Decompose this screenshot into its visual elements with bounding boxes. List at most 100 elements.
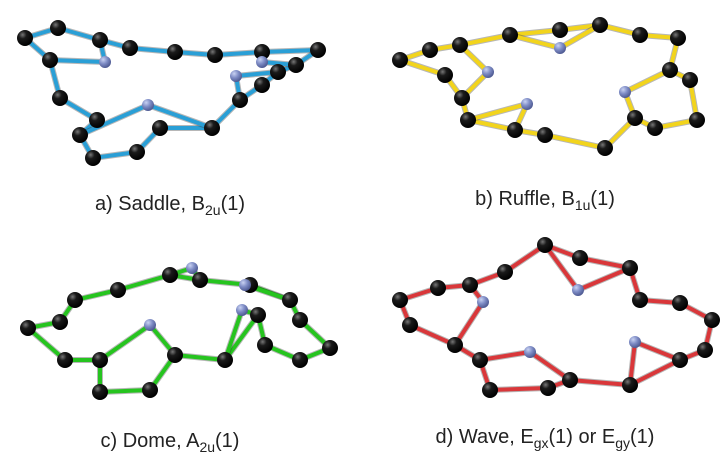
carbon-atom [152, 120, 168, 136]
carbon-atom [627, 110, 643, 126]
nitrogen-atom [230, 70, 242, 82]
carbon-atom [50, 20, 66, 36]
carbon-atom [232, 92, 248, 108]
caption-subscript: gy [615, 435, 630, 451]
carbon-atom [670, 30, 686, 46]
carbon-atom [704, 312, 720, 328]
figure: a) Saddle, B2u(1)b) Ruffle, B1u(1)c) Dom… [0, 0, 725, 457]
carbon-atom [562, 372, 578, 388]
captions: a) Saddle, B2u(1)b) Ruffle, B1u(1)c) Dom… [95, 188, 655, 455]
carbon-atom [430, 280, 446, 296]
bond [490, 388, 548, 390]
caption-text: d) Wave, E [436, 426, 534, 448]
caption-subscript: 2u [205, 202, 221, 218]
carbon-atom [540, 380, 556, 396]
carbon-atom [597, 140, 613, 156]
carbon-atom [632, 292, 648, 308]
carbon-atom [689, 112, 705, 128]
carbon-atom [162, 267, 178, 283]
caption: a) Saddle, B2u(1) [95, 193, 245, 218]
carbon-atom [257, 337, 273, 353]
carbon-atom [92, 384, 108, 400]
bond [262, 50, 318, 52]
bond [578, 268, 630, 290]
carbon-atom [270, 64, 286, 80]
bond [545, 135, 605, 148]
carbon-atom [52, 90, 68, 106]
caption-text: a) Saddle, B [95, 193, 205, 215]
carbon-atom [85, 150, 101, 166]
carbon-atom [110, 282, 126, 298]
bond [118, 275, 170, 290]
caption-text: (1) or E [549, 426, 616, 448]
caption-text: c) Dome, A [101, 430, 201, 452]
carbon-atom [57, 352, 73, 368]
carbon-atom [310, 42, 326, 58]
carbon-atom [72, 127, 88, 143]
nitrogen-atom [482, 66, 494, 78]
carbon-atom [592, 17, 608, 33]
carbon-atom [460, 112, 476, 128]
carbon-atom [507, 122, 523, 138]
carbon-atom [292, 352, 308, 368]
caption-subscript: gx [534, 435, 549, 451]
nitrogen-atom [521, 98, 533, 110]
carbon-atom [472, 352, 488, 368]
carbon-atom [482, 382, 498, 398]
carbon-atom [17, 30, 33, 46]
caption: d) Wave, Egx(1) or Egy(1) [436, 426, 655, 451]
carbon-atom [497, 264, 513, 280]
carbon-atom [662, 62, 678, 78]
carbon-atom [42, 52, 58, 68]
carbon-atom [454, 90, 470, 106]
carbon-atom [422, 42, 438, 58]
carbon-atom [92, 352, 108, 368]
caption-subscript: 1u [575, 197, 591, 213]
carbon-atom [20, 320, 36, 336]
carbon-atom [392, 292, 408, 308]
carbon-atom [622, 260, 638, 276]
bond [630, 360, 680, 385]
nitrogen-atom [524, 346, 536, 358]
carbon-atom [129, 144, 145, 160]
nitrogen-atom [142, 99, 154, 111]
carbon-atom [697, 342, 713, 358]
carbon-atom [437, 67, 453, 83]
caption: b) Ruffle, B1u(1) [475, 188, 615, 213]
carbon-atom [552, 22, 568, 38]
nitrogen-atom [144, 319, 156, 331]
carbon-atom [288, 57, 304, 73]
carbon-atom [204, 120, 220, 136]
nitrogen-atom [477, 296, 489, 308]
caption-text: (1) [221, 193, 245, 215]
carbon-atom [282, 292, 298, 308]
carbon-atom [52, 314, 68, 330]
nitrogen-atom [256, 56, 268, 68]
carbon-atom [89, 112, 105, 128]
bond [50, 60, 105, 62]
nitrogen-atom [236, 304, 248, 316]
carbon-atom [142, 382, 158, 398]
carbon-atom [402, 317, 418, 333]
caption-subscript: 2u [199, 439, 215, 455]
carbon-atom [682, 72, 698, 88]
carbon-atom [254, 77, 270, 93]
carbon-atom [672, 352, 688, 368]
caption-text: (1) [630, 426, 654, 448]
nitrogen-atom [186, 262, 198, 274]
nitrogen-atom [572, 284, 584, 296]
nitrogen-atom [99, 56, 111, 68]
caption-text: b) Ruffle, B [475, 188, 575, 210]
nitrogen-atom [619, 86, 631, 98]
carbon-atom [502, 27, 518, 43]
carbon-atom [447, 337, 463, 353]
carbon-atom [167, 347, 183, 363]
carbon-atom [167, 44, 183, 60]
caption-text: (1) [215, 430, 239, 452]
nitrogen-atom [554, 42, 566, 54]
bond [570, 380, 630, 385]
carbon-atom [537, 237, 553, 253]
nitrogen-atom [629, 336, 641, 348]
carbon-atom [572, 250, 588, 266]
carbon-atom [462, 277, 478, 293]
